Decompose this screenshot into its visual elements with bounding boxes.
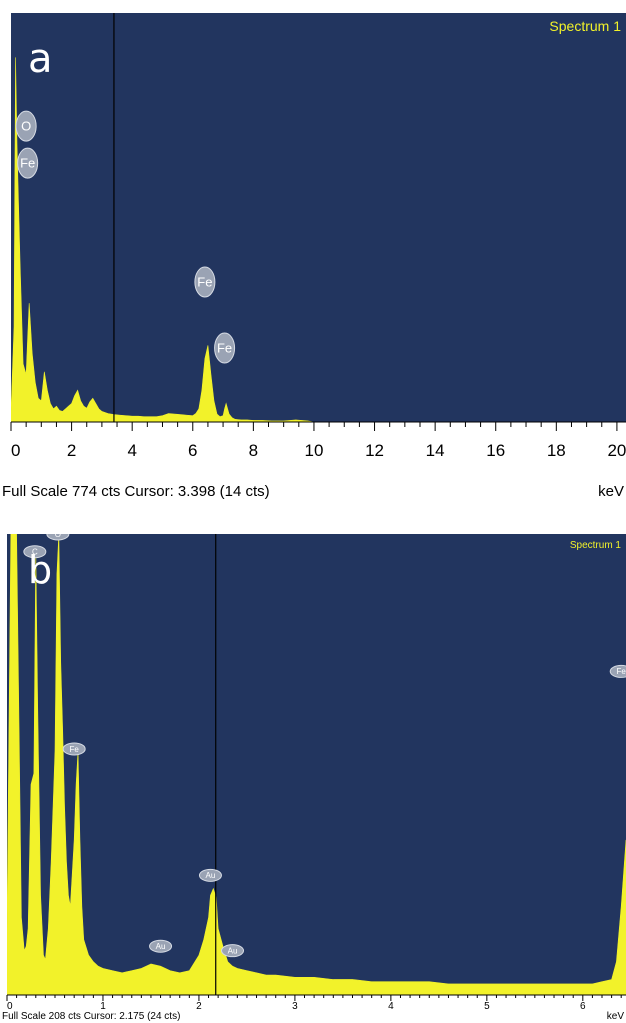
spectrum-series-a [11, 57, 626, 422]
x-tick-label: 6 [580, 1001, 586, 1012]
x-tick-label: 6 [188, 441, 197, 460]
x-tick-label: 4 [127, 441, 136, 460]
x-tick-label: 4 [388, 1001, 394, 1012]
peak-label: C [23, 545, 47, 559]
x-tick-label: 8 [249, 441, 258, 460]
spectrum-chart-b: C O Fe Au Au Au Fe Spectrum 1 b 0 1 2 3 4 5 6 Full Scale… [0, 530, 626, 1023]
x-tick-label: 2 [67, 441, 76, 460]
spectrum-chart-a: O Fe Fe Fe Spectrum 1 a 0 2 4 6 8 10 12 14 16 18 20 Full … [0, 0, 626, 505]
x-tick-label: 5 [484, 1001, 490, 1012]
peak-label: Fe [214, 332, 236, 364]
x-tick-label: 18 [547, 441, 566, 460]
peak-label: Fe [194, 266, 216, 298]
peak-label-badge [609, 664, 626, 678]
x-tick-label: 12 [365, 441, 384, 460]
x-tick-label: 2 [196, 1001, 202, 1012]
peak-label-badge [17, 147, 39, 179]
panel-letter: a [28, 36, 53, 82]
peak-label: Fe [609, 664, 626, 678]
peak-label-badge [46, 534, 70, 541]
peak-label-text: Fe [70, 745, 80, 754]
status-readout: Full Scale 774 cts Cursor: 3.398 (14 cts… [2, 483, 270, 500]
panel-letter: b [28, 548, 52, 592]
peak-label: Au [149, 939, 173, 953]
plot-area [7, 534, 626, 995]
peak-label-text: Fe [20, 156, 35, 171]
x-axis-unit: keV [607, 1011, 625, 1022]
peak-label-text: Fe [617, 667, 626, 676]
x-tick-label: 14 [426, 441, 445, 460]
peak-label: Au [198, 868, 222, 882]
peak-label-badge [62, 742, 86, 756]
peak-label-text: Au [206, 871, 216, 880]
spectrum-panel-b: C O Fe Au Au Au Fe Spectrum 1 b 0 1 2 3 4 5 6 Full Scale… [0, 530, 626, 1023]
spectrum-title: Spectrum 1 [570, 540, 622, 551]
peak-label-text: O [21, 119, 31, 134]
x-axis-unit: keV [598, 483, 624, 500]
peak-label-text: Fe [197, 275, 212, 290]
peak-label: Au [221, 944, 245, 958]
spectrum-series-b [7, 534, 626, 995]
x-tick-label: 3 [292, 1001, 298, 1012]
peak-label: O [15, 110, 37, 142]
peak-label-badge [23, 545, 47, 559]
x-tick-label: 10 [304, 441, 323, 460]
peak-label-text: Fe [217, 341, 232, 356]
peak-label: Fe [62, 742, 86, 756]
peak-label-badge [198, 868, 222, 882]
spectrum-title: Spectrum 1 [549, 18, 621, 34]
status-readout: Full Scale 208 cts Cursor: 2.175 (24 cts… [2, 1011, 180, 1022]
peak-label-badge [221, 944, 245, 958]
peak-label-text: Au [228, 946, 238, 955]
peak-label-badge [15, 110, 37, 142]
x-tick-label: 16 [486, 441, 505, 460]
x-tick-label: 20 [607, 441, 626, 460]
x-tick-label: 0 [11, 441, 20, 460]
peak-label-badge [214, 332, 236, 364]
peak-label-text: C [32, 548, 38, 557]
peak-label: Fe [17, 147, 39, 179]
peak-label-text: Au [156, 942, 166, 951]
x-tick-label: 1 [100, 1001, 106, 1012]
peak-label-text: O [55, 530, 61, 539]
peak-label: O [46, 530, 70, 541]
x-tick-label: 0 [7, 1001, 13, 1012]
peak-label-badge [194, 266, 216, 298]
plot-area [11, 13, 626, 422]
peak-label-badge [149, 939, 173, 953]
spectrum-panel-a: O Fe Fe Fe Spectrum 1 a 0 2 4 6 8 10 12 14 16 18 20 Full … [0, 0, 626, 505]
